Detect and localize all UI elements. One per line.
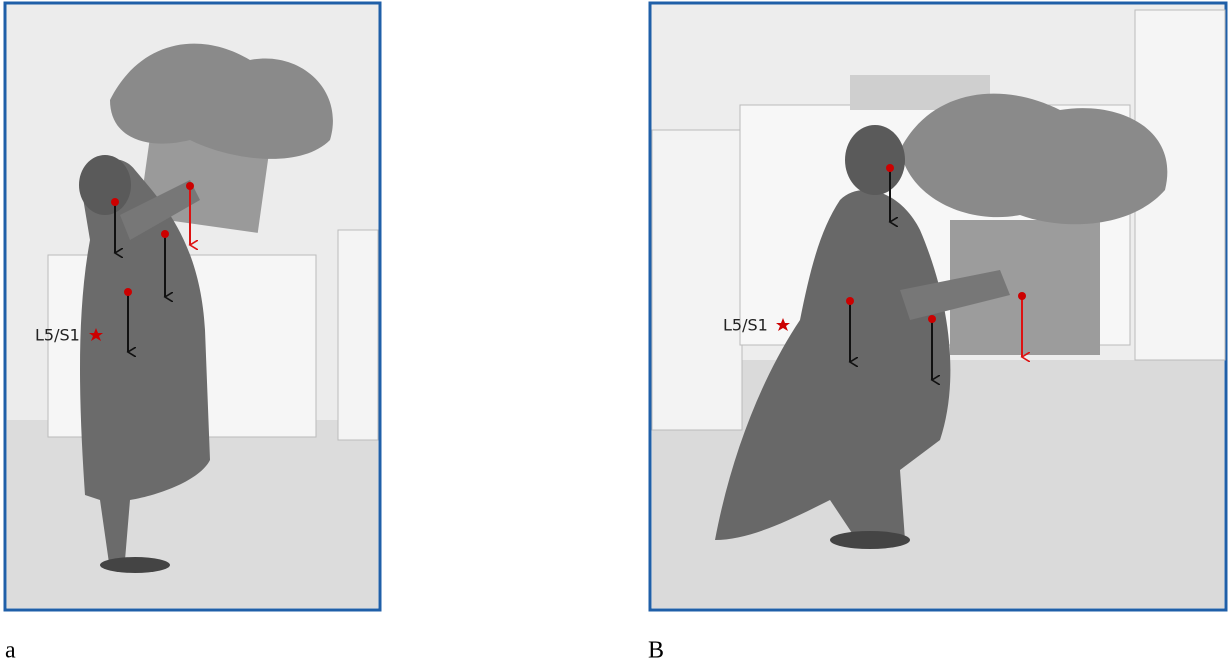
point [111,198,119,206]
point [124,288,132,296]
point [161,230,169,238]
caption: a [5,638,16,663]
joint-label: L5/S1 [35,326,80,345]
caption: B [648,638,664,663]
head [845,125,905,195]
point [846,297,854,305]
foot [100,557,170,573]
point [186,182,194,190]
point [928,315,936,323]
joint-label: L5/S1 [723,316,768,335]
point [886,164,894,172]
head [79,155,131,215]
bench [652,130,742,430]
figure: L5/S1 a L5/S1 B [0,0,1228,663]
panel-b: L5/S1 B [648,3,1226,663]
panel-a: L5/S1 a [5,3,380,663]
cabinet [338,230,378,440]
foot [830,531,910,549]
point [1018,292,1026,300]
